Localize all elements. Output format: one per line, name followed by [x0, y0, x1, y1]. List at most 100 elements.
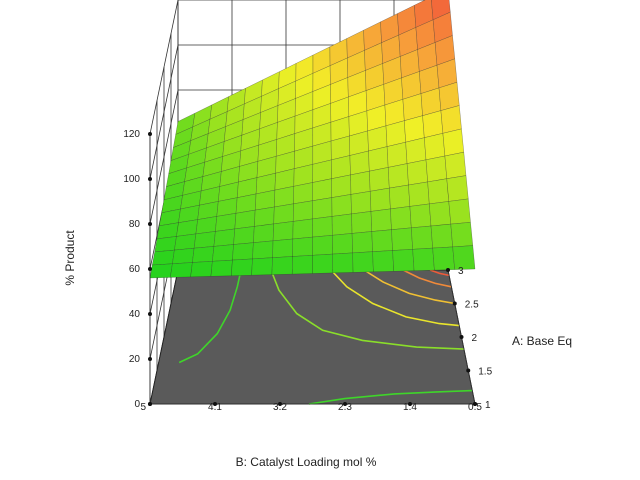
- surface-cell: [350, 170, 371, 195]
- b-tick-label: 0.5: [468, 402, 482, 413]
- contour-line-1: [178, 269, 242, 364]
- z-tick-label: 80: [129, 219, 141, 230]
- contour-line-7: [308, 389, 473, 405]
- surface-cell: [450, 222, 474, 248]
- a-tick-label: 1: [485, 400, 491, 411]
- surface-cell: [369, 167, 390, 192]
- a-tick-label: 1.5: [478, 367, 492, 378]
- a-tick-mark: [459, 335, 464, 339]
- surface-cell: [292, 200, 313, 222]
- surface-cell: [292, 236, 313, 257]
- surface-cell: [231, 258, 253, 277]
- surface-cell: [192, 246, 215, 263]
- contour-line-6: [429, 269, 450, 277]
- surface-cell: [215, 213, 237, 232]
- b-tick-label: 2.3: [338, 402, 352, 413]
- b-tick-label: 4.1: [208, 402, 222, 413]
- z-tick-label: 40: [129, 309, 141, 320]
- surface-cell: [312, 253, 334, 274]
- contour-line-3: [330, 269, 460, 327]
- a-tick-label: 2.5: [465, 300, 479, 311]
- surface-cell: [406, 159, 428, 186]
- surface-cell: [212, 244, 234, 262]
- surface-cell: [272, 221, 294, 242]
- surface-cell: [422, 110, 444, 138]
- b-tick-label: 1.4: [403, 402, 417, 413]
- surface-cell: [372, 250, 395, 273]
- a-tick-mark: [466, 368, 471, 373]
- surface-cell: [170, 262, 193, 278]
- a-tick-mark: [473, 402, 477, 406]
- surface-cell: [190, 261, 213, 278]
- surface-cell: [444, 151, 467, 179]
- surface-cell: [390, 206, 412, 230]
- surface-cell: [312, 235, 333, 256]
- surface-cell: [234, 209, 256, 230]
- a-tick-mark: [446, 268, 450, 272]
- surface-cell: [174, 233, 197, 251]
- contour-line-2: [270, 269, 464, 350]
- z-tick-mark: [148, 132, 152, 136]
- surface-cell: [273, 203, 294, 225]
- z-tick-mark: [148, 177, 152, 181]
- surface-cell: [442, 128, 465, 157]
- surface-cell: [369, 187, 391, 212]
- surface-cell: [412, 247, 435, 271]
- surface-cell: [332, 252, 354, 274]
- response-surface: [149, 0, 476, 279]
- surface-cell: [424, 133, 446, 161]
- surface-cell: [332, 233, 353, 255]
- contour-line-5: [402, 269, 452, 288]
- surface-cell: [292, 218, 313, 240]
- surface-cell: [411, 225, 433, 250]
- surface-cell: [432, 246, 455, 271]
- a-tick-mark: [452, 301, 457, 306]
- surface-cell: [349, 150, 370, 176]
- surface-cell: [293, 182, 313, 205]
- y-axis-title: A: Base Eq: [512, 334, 572, 348]
- z-tick-mark: [148, 357, 152, 361]
- surface-cell: [152, 249, 175, 266]
- surface-cell: [350, 191, 372, 215]
- z-tick-label: 100: [123, 174, 140, 185]
- b-tick-mark: [213, 402, 217, 406]
- surface-cell: [291, 255, 313, 275]
- contour-line-4: [363, 269, 455, 305]
- surface-cell: [233, 226, 255, 245]
- surface-cell: [312, 216, 333, 238]
- surface-cell: [351, 231, 373, 254]
- z-tick-mark: [148, 312, 152, 316]
- surface-cell: [274, 186, 295, 208]
- surface-cell: [391, 227, 413, 251]
- z-tick-label: 20: [129, 354, 141, 365]
- a-tick-label: 2: [472, 333, 478, 344]
- surface-cell: [387, 163, 409, 189]
- surface-cell: [271, 256, 293, 275]
- axis-ticks: 0 20 40 60 80 100 120 5 4.1 3.2 2.3 1.4 0.5 1 1.5 2 2.5 3: [123, 129, 492, 413]
- surface-cell: [409, 203, 432, 229]
- surface-cell: [371, 229, 393, 252]
- surface-cell: [429, 201, 452, 227]
- surface-cell: [446, 175, 469, 202]
- b-tick-mark: [278, 402, 282, 406]
- surface-cell: [331, 194, 352, 217]
- surface-cell: [253, 223, 274, 243]
- b-tick-mark: [343, 402, 347, 406]
- surface-cell: [368, 146, 389, 172]
- surface-cell: [272, 238, 294, 258]
- x-axis-title: B: Catalyst Loading mol %: [236, 455, 377, 469]
- contour-floor: [149, 269, 476, 405]
- z-tick-label: 120: [123, 129, 140, 140]
- surface-cell: [448, 198, 471, 225]
- surface-cell: [331, 213, 353, 236]
- surface-cell: [331, 174, 352, 198]
- z-tick-mark: [148, 222, 152, 226]
- side-wall-grid-line: [149, 44, 179, 180]
- surface-cell: [312, 197, 333, 220]
- surface-cell: [210, 259, 233, 277]
- surface-cell: [252, 240, 274, 260]
- b-tick-mark: [148, 402, 152, 406]
- b-tick-label: 5: [140, 402, 146, 413]
- surface-cell: [232, 242, 254, 261]
